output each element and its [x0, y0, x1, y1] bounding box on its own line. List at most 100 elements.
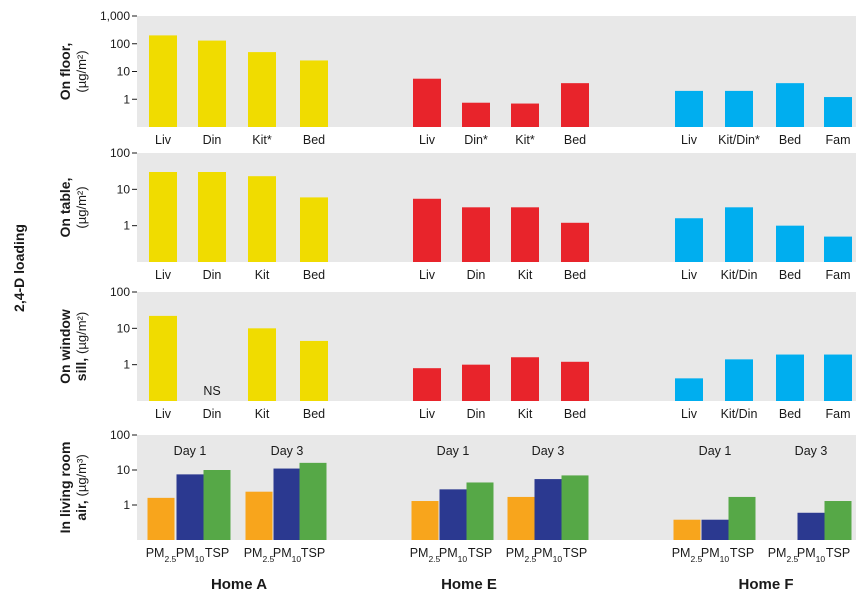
- day-label: Day 1: [437, 444, 470, 458]
- bar: [824, 236, 852, 262]
- x-tick-label: Kit: [518, 268, 533, 282]
- bar-pm25: [507, 496, 535, 540]
- bar: [561, 83, 589, 127]
- y-tick-label: 100: [110, 285, 130, 299]
- x-tick-label: PM10: [439, 546, 467, 564]
- bar: [300, 60, 328, 127]
- panel-in-living-room-air: 1 10 100 In living room air, (µg/m³) Day 1 PM2…: [57, 428, 856, 564]
- bar-pm25: [245, 491, 273, 540]
- y-tick-label: 100: [110, 428, 130, 442]
- bar-tsp: [203, 470, 231, 540]
- x-tick-label: Kit*: [252, 133, 272, 147]
- bar: [824, 97, 852, 127]
- bar: [675, 378, 703, 401]
- panel-ylabel-line1: In living room: [57, 442, 73, 534]
- bar-annotation: NS: [203, 384, 220, 398]
- panel-ylabel: On table, (µg/m²): [57, 178, 89, 238]
- panel-ylabel: On window sill, (µg/m²): [57, 309, 89, 384]
- x-tick-label: Bed: [779, 268, 801, 282]
- bar-pm10: [439, 489, 467, 540]
- bar: [198, 171, 226, 262]
- panel-ylabel-line1: On floor,: [57, 43, 73, 101]
- bar: [511, 103, 539, 127]
- bar: [413, 198, 441, 262]
- bar: [725, 207, 753, 262]
- bar: [413, 368, 441, 401]
- bar-pm10: [534, 479, 562, 540]
- bar-pm10: [701, 519, 729, 540]
- bar: [725, 90, 753, 127]
- x-tick-label: Din*: [464, 133, 488, 147]
- x-tick-label: TSP: [468, 546, 492, 560]
- x-tick-label: Kit*: [515, 133, 535, 147]
- bar: [248, 176, 276, 262]
- bar-pm25: [673, 519, 701, 540]
- x-tick-label: Bed: [564, 407, 586, 421]
- x-tick-label: Liv: [419, 133, 436, 147]
- bar: [511, 357, 539, 401]
- panel-ylabel: On floor, (µg/m²): [57, 43, 89, 101]
- bar-tsp: [561, 475, 589, 540]
- x-tick-label: Fam: [826, 133, 851, 147]
- x-tick-label: Liv: [155, 407, 172, 421]
- x-tick-label: Bed: [779, 133, 801, 147]
- bar: [248, 328, 276, 401]
- bar: [248, 52, 276, 128]
- x-tick-label: Din: [203, 133, 222, 147]
- panel-ylabel-line2: (µg/m²): [74, 50, 89, 92]
- x-tick-label: PM10: [701, 546, 729, 564]
- bar: [675, 218, 703, 262]
- x-tick-label: Kit/Din: [721, 407, 758, 421]
- bar-pm25: [147, 497, 175, 540]
- y-tick-label: 1: [123, 92, 130, 106]
- home-label: Home A: [211, 576, 267, 593]
- panel-ylabel: In living room air, (µg/m³): [57, 442, 89, 534]
- y-tick-label: 1: [123, 358, 130, 372]
- bar-pm10: [176, 474, 204, 540]
- y-tick-label: 10: [117, 321, 131, 335]
- x-tick-label: PM2.5: [506, 546, 537, 564]
- x-tick-label: Bed: [779, 407, 801, 421]
- x-tick-label: PM2.5: [768, 546, 799, 564]
- x-tick-label: Kit/Din*: [718, 133, 760, 147]
- y-tick-label: 10: [117, 182, 131, 196]
- overall-ylabel: 2,4-D loading: [11, 224, 27, 312]
- bar: [300, 197, 328, 262]
- home-label: Home F: [738, 576, 793, 593]
- bar-tsp: [728, 496, 756, 540]
- x-tick-label: Fam: [826, 268, 851, 282]
- panel-ylabel-line1: On window: [57, 309, 73, 384]
- y-tick-label: 100: [110, 37, 130, 51]
- x-tick-label: TSP: [205, 546, 229, 560]
- x-tick-label: Din: [203, 268, 222, 282]
- y-tick-label: 1: [123, 219, 130, 233]
- x-tick-label: PM2.5: [672, 546, 703, 564]
- x-tick-label: Liv: [155, 133, 172, 147]
- y-tick-label: 1: [123, 498, 130, 512]
- bar: [776, 354, 804, 401]
- bar-tsp: [299, 462, 327, 540]
- bar: [675, 90, 703, 127]
- day-label: Day 3: [271, 444, 304, 458]
- x-tick-label: Kit: [255, 407, 270, 421]
- x-tick-label: TSP: [730, 546, 754, 560]
- bar: [462, 207, 490, 262]
- x-tick-label: PM10: [273, 546, 301, 564]
- x-tick-label: PM2.5: [410, 546, 441, 564]
- bar: [198, 40, 226, 127]
- panel-ylabel-line2: sill, (µg/m²): [73, 312, 89, 381]
- bar-pm25: [411, 501, 439, 540]
- day-label: Day 3: [532, 444, 565, 458]
- x-tick-label: Liv: [681, 268, 698, 282]
- x-tick-label: Din: [467, 268, 486, 282]
- panel-ylabel-line2: air, (µg/m³): [73, 454, 89, 520]
- y-tick-label: 10: [117, 463, 131, 477]
- bar: [776, 83, 804, 127]
- panel-ylabel-line2: (µg/m²): [74, 186, 89, 228]
- x-tick-label: PM10: [176, 546, 204, 564]
- bar: [776, 225, 804, 262]
- bar: [561, 222, 589, 262]
- bar: [462, 102, 490, 127]
